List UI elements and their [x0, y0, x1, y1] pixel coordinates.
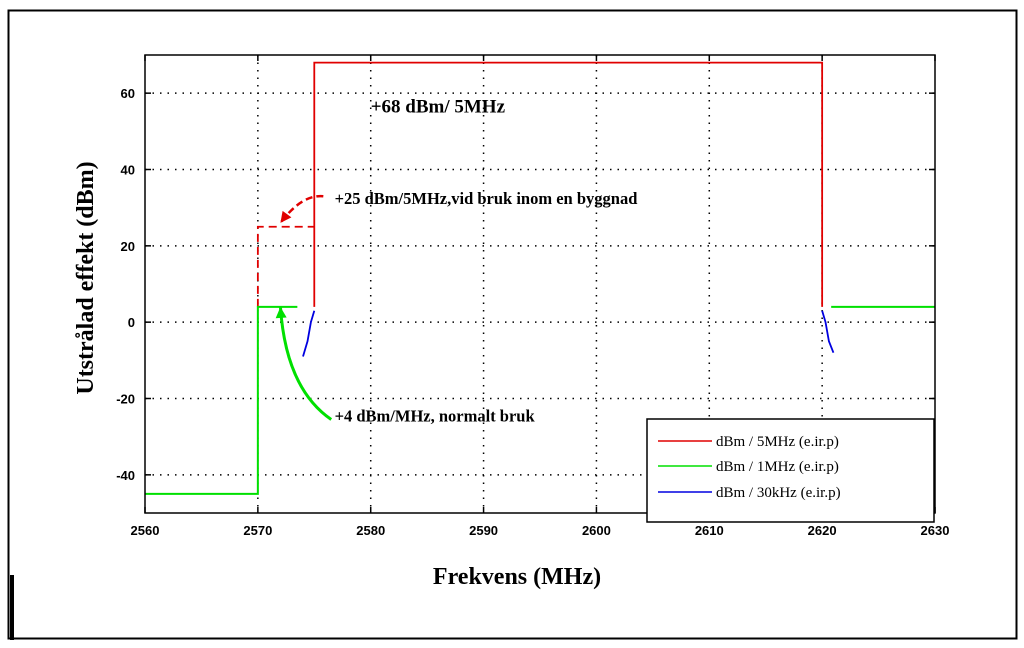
series-line-0: [313, 61, 824, 307]
annotation-4dbm-normal: +4 dBm/MHz, normalt bruk: [335, 406, 536, 425]
x-tick-label: 2590: [469, 523, 498, 538]
legend-label-1mhz: dBm / 1MHz (e.ir.p): [716, 459, 839, 475]
legend-label-5mhz: dBm / 5MHz (e.ir.p): [716, 434, 839, 450]
legend: dBm / 5MHz (e.ir.p) dBm / 1MHz (e.ir.p) …: [646, 418, 935, 523]
x-tick-label: 2610: [695, 523, 724, 538]
series-layer: [145, 61, 935, 495]
y-tick-label: -40: [116, 468, 135, 483]
annotation-arrowhead: [275, 306, 287, 319]
annotations: +68 dBm/ 5MHz +25 dBm/5MHz,vid bruk inom…: [335, 96, 638, 425]
legend-box: [646, 418, 935, 523]
x-tick-label: 2570: [243, 523, 272, 538]
y-tick-label: 20: [121, 239, 135, 254]
axes-box: [144, 54, 936, 514]
x-axis-label: Frekvens (MHz): [433, 564, 601, 590]
y-tick-labels: -40 -20 0 20 40 60: [116, 86, 135, 483]
annotation-25dbm-indoor: +25 dBm/5MHz,vid bruk inom en byggnad: [335, 189, 638, 208]
x-tick-label: 2620: [808, 523, 837, 538]
x-tick-label: 2580: [356, 523, 385, 538]
series-line-2: [145, 305, 298, 495]
annotation-arrowhead: [280, 210, 292, 223]
y-tick-label: -20: [116, 392, 135, 407]
x-tick-label: 2630: [921, 523, 950, 538]
y-axis-label: Utstrålad effekt (dBm): [73, 161, 99, 394]
y-tick-label: 40: [121, 163, 135, 178]
annotation-arrow: [278, 306, 333, 421]
x-tick-label: 2600: [582, 523, 611, 538]
y-tick-label: 0: [128, 315, 135, 330]
figure-border: [7, 9, 1018, 640]
legend-label-30khz: dBm / 30kHz (e.ir.p): [716, 485, 841, 501]
series-line-5: [821, 310, 835, 354]
annotation-68dbm: +68 dBm/ 5MHz: [371, 96, 506, 117]
plot-area: 2560 2570 2580 2590 2600 2610 2620 2630 -40 -20 0…: [116, 54, 950, 538]
series-line-1: [256, 225, 315, 307]
y-tick-label: 60: [121, 86, 135, 101]
x-tick-label: 2560: [131, 523, 160, 538]
series-line-4: [302, 310, 316, 357]
x-tick-labels: 2560 2570 2580 2590 2600 2610 2620 2630: [131, 523, 950, 538]
